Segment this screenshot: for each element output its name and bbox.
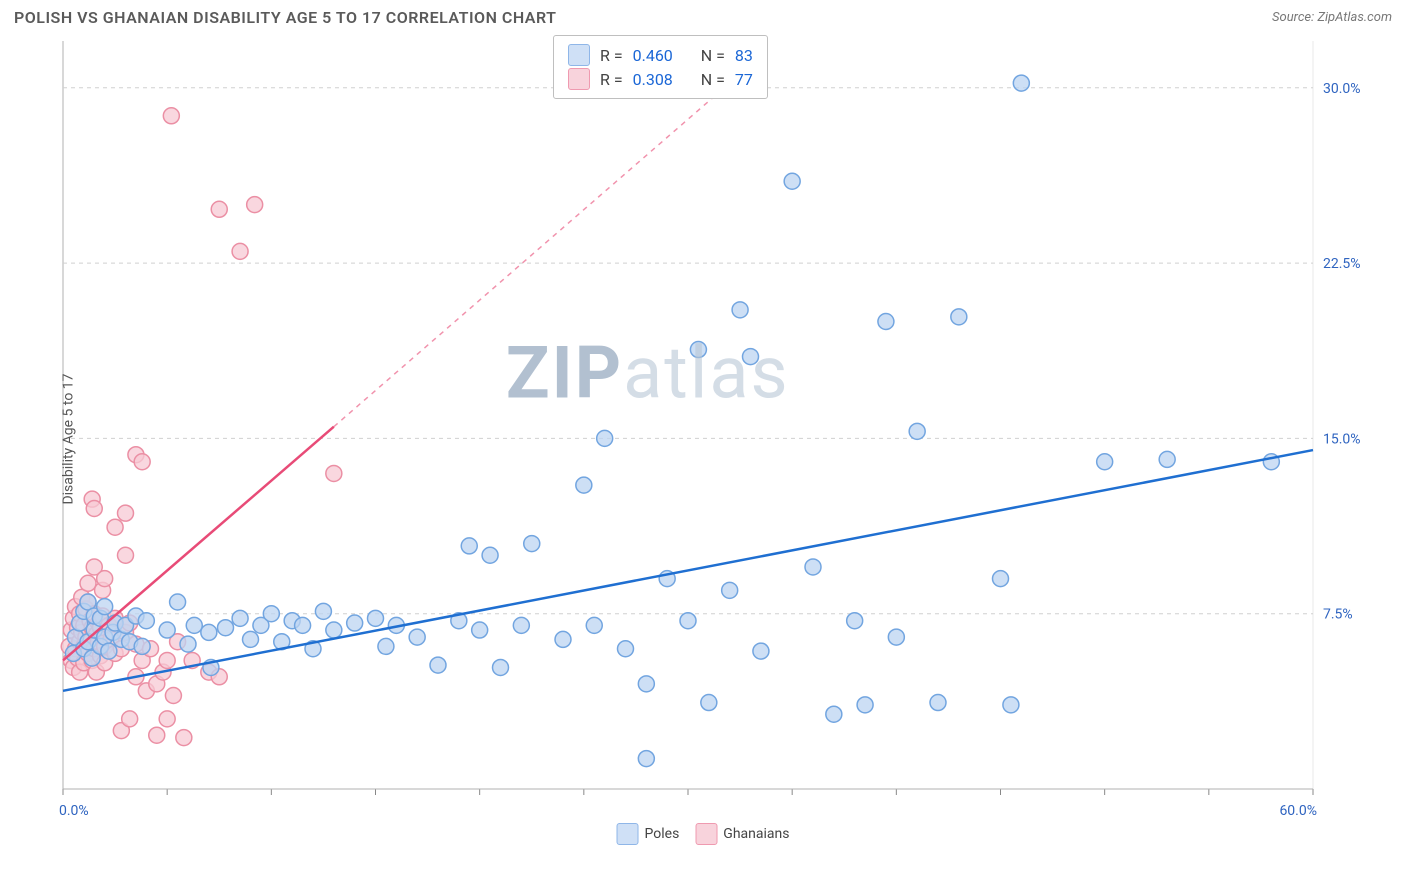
data-point <box>218 620 234 636</box>
data-point <box>118 505 134 521</box>
data-point <box>347 615 363 631</box>
data-point <box>805 559 821 575</box>
data-point <box>482 547 498 563</box>
page-title: POLISH VS GHANAIAN DISABILITY AGE 5 TO 1… <box>14 8 556 27</box>
y-tick-label: 30.0% <box>1323 81 1361 97</box>
data-point <box>97 571 113 587</box>
y-tick-label: 22.5% <box>1323 256 1361 272</box>
data-point <box>930 695 946 711</box>
data-point <box>165 688 181 704</box>
trend-line-ghanaians-extrapolated <box>334 83 730 427</box>
data-point <box>878 314 894 330</box>
data-point <box>597 430 613 446</box>
data-point <box>951 309 967 325</box>
data-point <box>1097 454 1113 470</box>
r-value-poles: 0.460 <box>633 46 673 65</box>
data-point <box>722 582 738 598</box>
data-point <box>122 711 138 727</box>
data-point <box>638 676 654 692</box>
data-point <box>243 631 259 647</box>
data-point <box>232 243 248 259</box>
x-min-label: 0.0% <box>59 803 89 819</box>
data-point <box>993 571 1009 587</box>
data-point <box>638 751 654 767</box>
data-point <box>368 610 384 626</box>
data-point <box>80 575 96 591</box>
data-point <box>743 349 759 365</box>
data-point <box>149 727 165 743</box>
data-point <box>1013 75 1029 91</box>
data-point <box>576 477 592 493</box>
data-point <box>107 519 123 535</box>
y-tick-label: 15.0% <box>1323 431 1361 447</box>
data-point <box>97 599 113 615</box>
data-point <box>263 606 279 622</box>
data-point <box>888 629 904 645</box>
data-point <box>186 617 202 633</box>
data-point <box>326 622 342 638</box>
data-point <box>513 617 529 633</box>
data-point <box>232 610 248 626</box>
data-point <box>170 594 186 610</box>
data-point <box>138 613 154 629</box>
data-point <box>86 501 102 517</box>
data-point <box>101 643 117 659</box>
data-point <box>680 613 696 629</box>
data-point <box>134 454 150 470</box>
data-point <box>176 730 192 746</box>
data-point <box>524 536 540 552</box>
data-point <box>753 643 769 659</box>
data-point <box>493 659 509 675</box>
data-point <box>159 711 175 727</box>
data-point <box>211 201 227 217</box>
trend-line-poles <box>63 450 1313 691</box>
data-point <box>826 706 842 722</box>
data-point <box>409 629 425 645</box>
data-point <box>315 603 331 619</box>
data-point <box>326 465 342 481</box>
legend-swatch-ghanaians-icon <box>695 823 717 845</box>
data-point <box>586 617 602 633</box>
data-point <box>909 423 925 439</box>
source-credit: Source: ZipAtlas.com <box>1272 10 1392 25</box>
data-point <box>1003 697 1019 713</box>
legend-swatch-poles-icon <box>617 823 639 845</box>
data-point <box>378 638 394 654</box>
data-point <box>472 622 488 638</box>
data-point <box>159 622 175 638</box>
data-point <box>247 197 263 213</box>
r-value-ghanaians: 0.308 <box>633 70 673 89</box>
chart-container: Disability Age 5 to 17 7.5% 15.0% 22.5% 30.… <box>13 29 1393 849</box>
data-point <box>618 641 634 657</box>
data-point <box>134 638 150 654</box>
data-point <box>784 173 800 189</box>
data-point <box>461 538 477 554</box>
correlation-stats-box: R = 0.460 N = 83 R = 0.308 N = 77 <box>553 35 768 99</box>
n-value-ghanaians: 77 <box>735 70 753 89</box>
data-point <box>159 652 175 668</box>
n-value-poles: 83 <box>735 46 753 65</box>
x-max-label: 60.0% <box>1279 803 1317 819</box>
scatter-chart: 7.5% 15.0% 22.5% 30.0% 0.0% 60.0% <box>13 29 1393 849</box>
data-point <box>201 624 217 640</box>
legend-item-poles: Poles <box>617 823 680 845</box>
swatch-poles-icon <box>568 44 590 66</box>
data-point <box>701 695 717 711</box>
data-point <box>847 613 863 629</box>
data-point <box>732 302 748 318</box>
data-point <box>1159 451 1175 467</box>
data-point <box>295 617 311 633</box>
data-point <box>163 108 179 124</box>
data-point <box>118 547 134 563</box>
data-point <box>555 631 571 647</box>
data-point <box>430 657 446 673</box>
series-legend: Poles Ghanaians <box>617 823 790 845</box>
swatch-ghanaians-icon <box>568 68 590 90</box>
legend-item-ghanaians: Ghanaians <box>695 823 789 845</box>
data-point <box>690 342 706 358</box>
data-point <box>857 697 873 713</box>
y-tick-label: 7.5% <box>1323 607 1353 623</box>
y-axis-label: Disability Age 5 to 17 <box>61 373 77 504</box>
data-point <box>180 636 196 652</box>
